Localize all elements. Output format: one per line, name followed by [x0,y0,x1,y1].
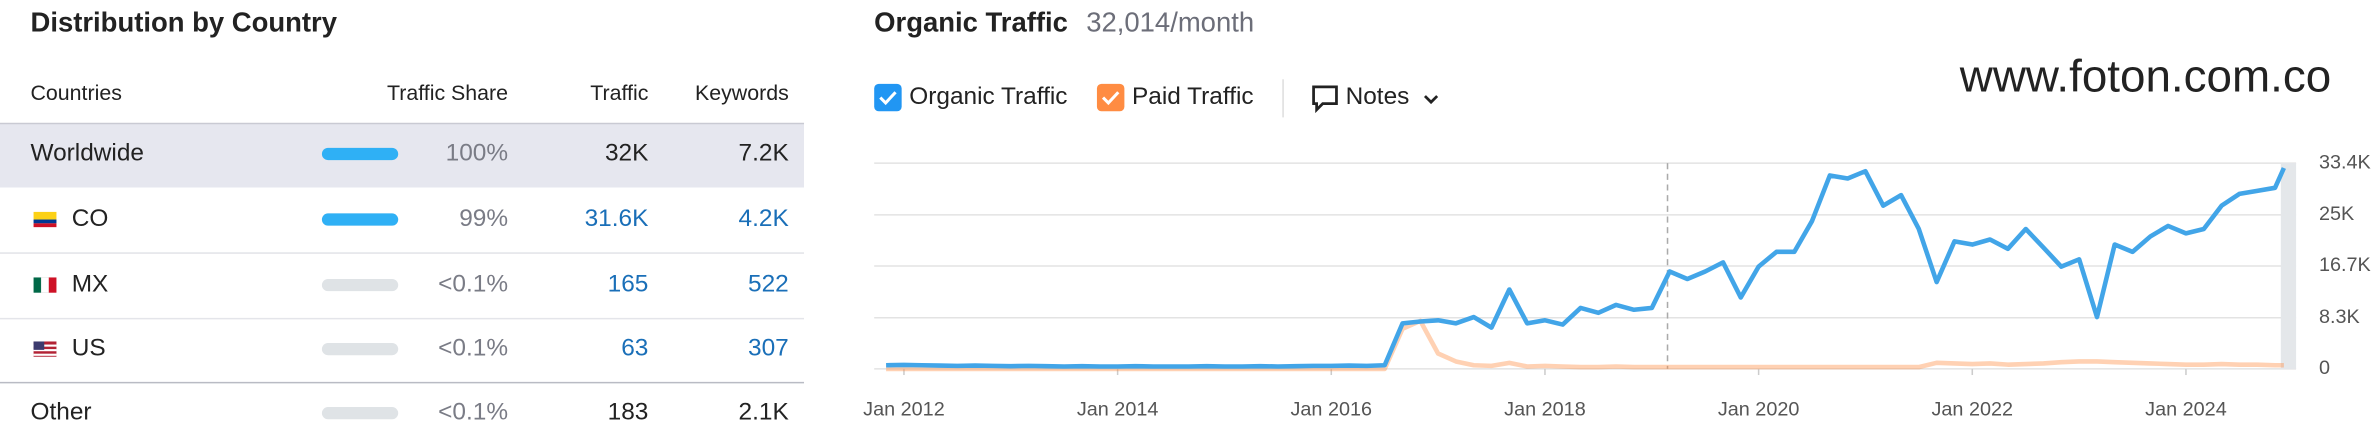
notes-button[interactable]: Notes [1346,83,1410,110]
row-highlight [0,123,805,188]
traffic: 165 [608,271,649,298]
keywords: 4.2K [739,205,789,232]
keywords: 307 [748,335,789,362]
hover-band [2280,163,2297,369]
keywords: 2.1K [739,399,789,426]
flag-us [33,341,57,357]
x-tick-label: Jan 2012 [863,398,945,420]
series-line [886,318,2284,372]
y-tick-label: 16.7K [2319,254,2371,276]
keywords: 7.2K [739,139,789,166]
keywords: 522 [748,271,789,298]
traffic: 32K [605,139,648,166]
traffic-share: <0.1% [438,335,508,362]
chevron [1423,95,1439,105]
y-tick-label: 0 [2319,357,2330,379]
share-bar-track [321,278,399,292]
x-tick-label: Jan 2022 [1932,398,2014,420]
check-icon [1101,91,1120,106]
flag-co [33,211,57,228]
chart-title: Organic Traffic [874,7,1068,38]
share-bar-track [321,343,399,356]
country-name: Worldwide [31,139,144,166]
country-name: CO [72,205,109,232]
traffic-share: 100% [446,139,508,166]
country-name: Other [31,399,92,426]
traffic: 31.6K [585,205,649,232]
column-header: Traffic [590,81,648,105]
panel-title: Distribution by Country [31,7,338,38]
x-tick-label: Jan 2024 [2145,398,2227,420]
traffic-share: <0.1% [438,399,508,426]
checkbox-organic[interactable] [874,83,902,112]
traffic: 63 [621,335,648,362]
column-header: Countries [31,81,122,105]
country-name: MX [72,271,109,298]
x-tick-label: Jan 2016 [1291,398,1373,420]
traffic: 183 [608,399,649,426]
traffic-share: <0.1% [438,271,508,298]
series-line [886,167,2286,369]
flag-mx [33,277,57,293]
legend-label[interactable]: Paid Traffic [1132,83,1254,110]
checkbox-paid[interactable] [1096,83,1125,112]
x-tick-label: Jan 2020 [1718,398,1800,420]
share-bar [321,213,399,226]
share-bar-track [321,407,399,420]
watermark: www.foton.com.co [1959,50,2331,101]
country-name: US [72,335,106,362]
column-header: Traffic Share [387,81,508,105]
x-tick-label: Jan 2014 [1077,398,1159,420]
share-bar [321,147,399,161]
column-header: Keywords [695,81,789,105]
y-tick-label: 8.3K [2319,306,2360,328]
legend-label[interactable]: Organic Traffic [909,83,1067,110]
y-tick-label: 25K [2319,203,2354,225]
check-icon [879,91,897,106]
notes-icon [1312,85,1338,114]
y-tick-label: 33.4K [2319,151,2371,173]
chart-subtitle: 32,014/month [1086,7,1254,38]
x-tick-label: Jan 2018 [1504,398,1586,420]
traffic-share: 99% [459,205,508,232]
